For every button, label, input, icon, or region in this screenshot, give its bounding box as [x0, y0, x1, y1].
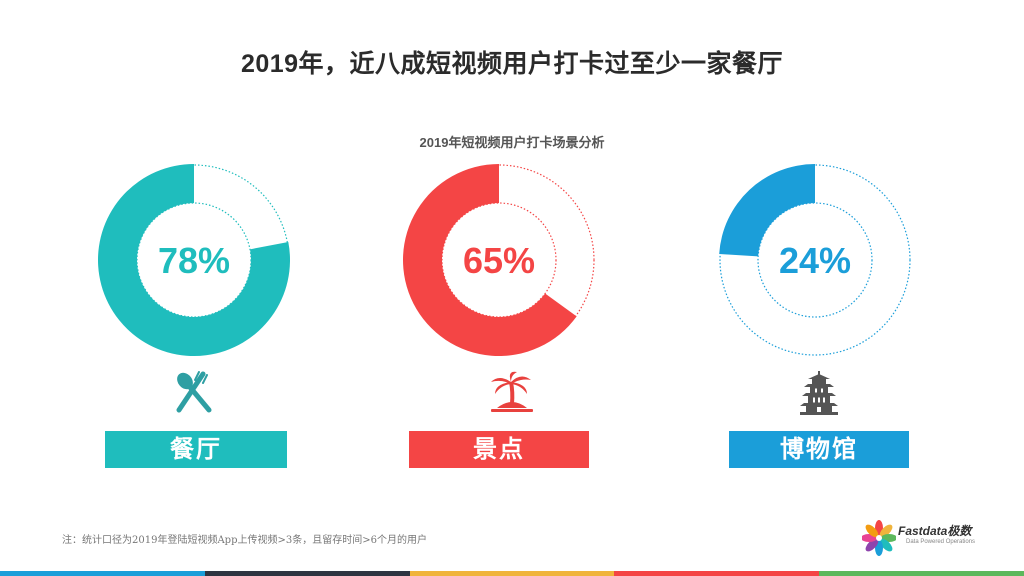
- logo-name: Fastdata极数: [898, 524, 972, 538]
- value-label-attraction: 65%: [463, 240, 535, 281]
- value-label-museum: 24%: [779, 240, 851, 281]
- bottom-bar-segment: [204, 571, 410, 576]
- category-label-restaurant: 餐厅: [105, 431, 287, 468]
- value-label-restaurant: 78%: [158, 240, 230, 281]
- bottom-bar-segment: [614, 571, 820, 576]
- footnote: 注：统计口径为2019年登陆短视频App上传视频>3条，且留存时间>6个月的用户: [62, 535, 427, 546]
- category-label-attraction: 景点: [409, 431, 589, 468]
- donut-charts: 78% 65% 24%: [98, 164, 911, 357]
- bottom-bar-segment: [819, 571, 1024, 576]
- donut-outline-museum: [719, 164, 911, 356]
- category-label-museum: 博物馆: [729, 431, 909, 468]
- palm-island-icon: [491, 371, 533, 412]
- bottom-bar-segment: [409, 571, 615, 576]
- bottom-bar-segment: [0, 571, 205, 576]
- bottom-color-bar: [0, 571, 1024, 576]
- flower-logo-icon: [861, 520, 897, 556]
- chart-title: 2019年短视频用户打卡场景分析: [419, 135, 605, 150]
- logo-tagline: Data Powered Operations: [906, 539, 976, 545]
- page-title: 2019年，近八成短视频用户打卡过至少一家餐厅: [240, 50, 784, 78]
- pagoda-icon: [800, 371, 838, 415]
- fork-spoon-icon: [176, 371, 212, 413]
- donut-slice-restaurant: [98, 164, 291, 357]
- donut-slice-museum: [719, 164, 815, 257]
- donut-inner-outline-museum: [757, 202, 873, 318]
- donut-slice-attraction: [403, 164, 577, 356]
- fastdata-logo: Fastdata极数 Data Powered Operations: [861, 518, 1002, 558]
